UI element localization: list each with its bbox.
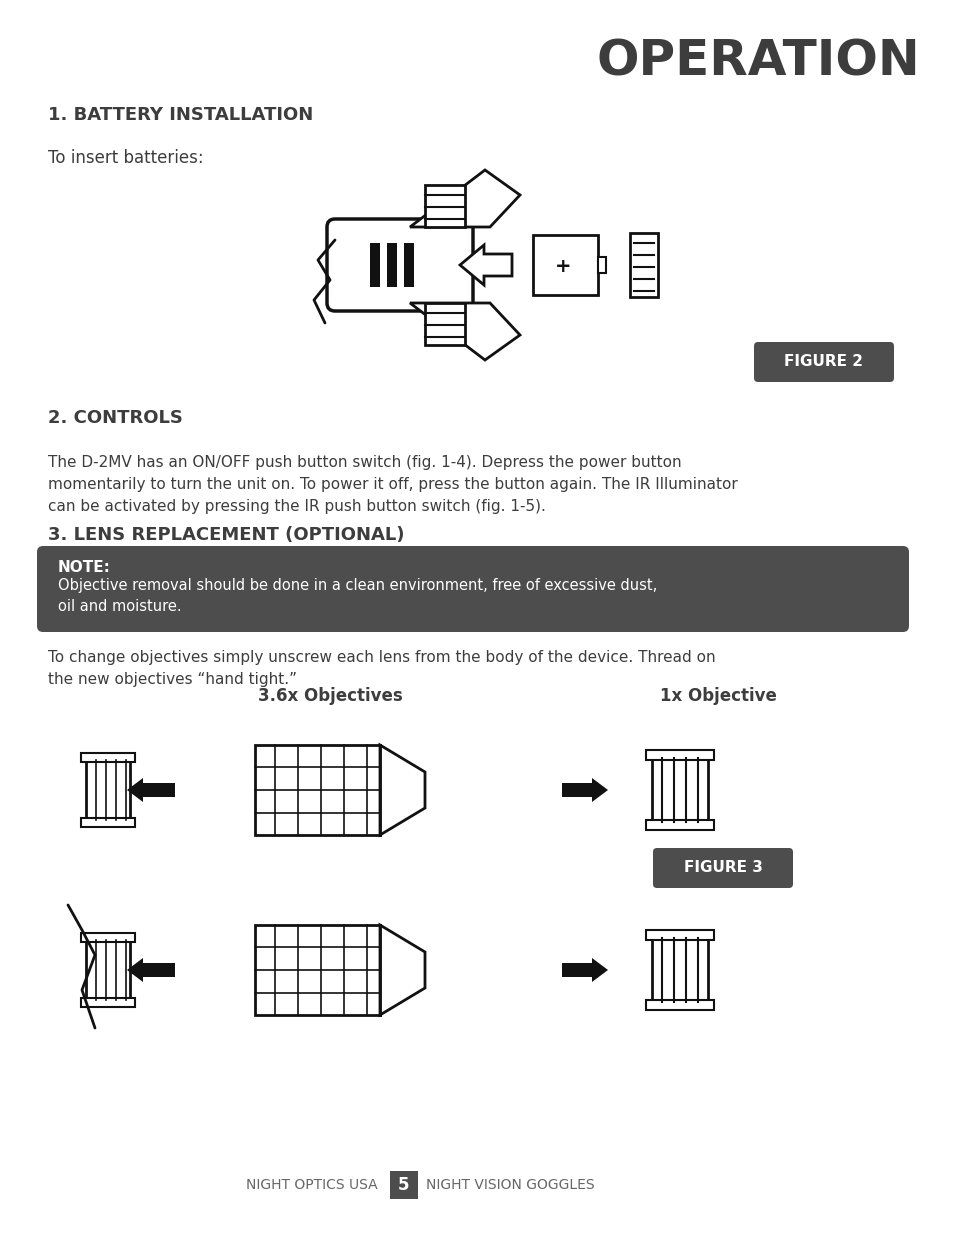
Bar xyxy=(424,185,464,227)
Bar xyxy=(81,753,135,762)
Bar xyxy=(424,303,464,345)
FancyBboxPatch shape xyxy=(652,848,792,888)
Bar xyxy=(81,932,135,942)
Bar xyxy=(254,925,379,1015)
Text: 5: 5 xyxy=(397,1176,410,1194)
Text: FIGURE 2: FIGURE 2 xyxy=(783,354,862,369)
Text: 3. LENS REPLACEMENT (OPTIONAL): 3. LENS REPLACEMENT (OPTIONAL) xyxy=(48,526,404,543)
Text: To change objectives simply unscrew each lens from the body of the device. Threa: To change objectives simply unscrew each… xyxy=(48,650,715,687)
FancyBboxPatch shape xyxy=(327,219,473,311)
Text: NOTE:: NOTE: xyxy=(58,561,111,576)
Bar xyxy=(387,243,396,287)
Polygon shape xyxy=(410,170,519,227)
Bar xyxy=(651,758,707,823)
Bar xyxy=(629,233,658,296)
Text: 3.6x Objectives: 3.6x Objectives xyxy=(257,687,402,705)
Text: The D-2MV has an ON/OFF push button switch (fig. 1-4). Depress the power button
: The D-2MV has an ON/OFF push button swit… xyxy=(48,454,737,515)
Bar xyxy=(86,940,130,1000)
FancyBboxPatch shape xyxy=(390,1171,417,1199)
FancyArrow shape xyxy=(127,778,174,802)
Bar xyxy=(645,820,713,830)
FancyArrow shape xyxy=(459,245,512,285)
Polygon shape xyxy=(410,303,519,359)
Bar xyxy=(81,818,135,827)
Polygon shape xyxy=(379,925,424,1015)
Text: FIGURE 3: FIGURE 3 xyxy=(683,861,761,876)
Text: 1. BATTERY INSTALLATION: 1. BATTERY INSTALLATION xyxy=(48,106,313,124)
Polygon shape xyxy=(379,745,424,835)
Text: NIGHT OPTICS USA: NIGHT OPTICS USA xyxy=(246,1178,377,1192)
FancyArrow shape xyxy=(127,958,174,982)
Text: 1x Objective: 1x Objective xyxy=(659,687,776,705)
Bar xyxy=(81,998,135,1007)
Text: OPERATION: OPERATION xyxy=(596,38,919,86)
Bar xyxy=(645,930,713,940)
Bar xyxy=(645,1000,713,1010)
Text: To insert batteries:: To insert batteries: xyxy=(48,149,203,167)
FancyArrow shape xyxy=(561,778,607,802)
Bar xyxy=(254,745,379,835)
Bar xyxy=(533,235,598,295)
FancyArrow shape xyxy=(561,958,607,982)
Text: 2. CONTROLS: 2. CONTROLS xyxy=(48,409,183,427)
Bar xyxy=(598,257,605,273)
FancyBboxPatch shape xyxy=(753,342,893,382)
Text: NIGHT VISION GOGGLES: NIGHT VISION GOGGLES xyxy=(426,1178,594,1192)
Bar xyxy=(403,243,414,287)
Bar xyxy=(651,939,707,1002)
FancyBboxPatch shape xyxy=(37,546,908,632)
Text: +: + xyxy=(554,258,571,277)
Bar xyxy=(370,243,379,287)
Text: Objective removal should be done in a clean environment, free of excessive dust,: Objective removal should be done in a cl… xyxy=(58,578,657,614)
Bar xyxy=(86,760,130,820)
Bar xyxy=(645,750,713,760)
